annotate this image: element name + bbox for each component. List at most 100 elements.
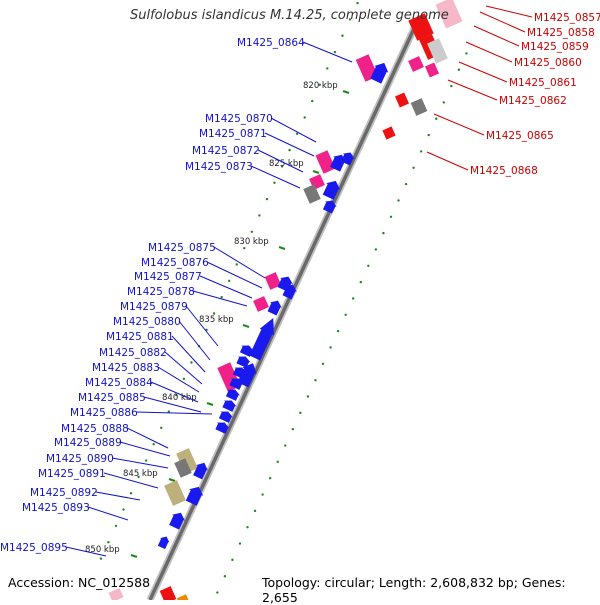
left-leader-line <box>143 396 202 413</box>
left-gene-label: M1425_0872 <box>192 145 260 157</box>
genome-backbone <box>148 19 420 600</box>
gc-dot <box>276 460 279 464</box>
gc-dot <box>223 575 227 578</box>
right-gene-label: M1425_0859 <box>521 41 589 53</box>
left-gene-label: M1425_0873 <box>185 161 253 173</box>
rna-feature <box>435 0 463 29</box>
gc-dot <box>299 411 302 415</box>
other-feature <box>174 458 192 478</box>
gc-dot <box>314 378 317 382</box>
pseudo-feature <box>164 480 186 506</box>
gc-dot <box>457 68 461 71</box>
left-leader-line <box>111 457 169 469</box>
left-gene-label: M1425_0885 <box>78 392 146 404</box>
cds-forward <box>239 345 255 357</box>
kbp-tick-mark <box>278 246 286 250</box>
right-gene-label: M1425_0862 <box>499 95 567 107</box>
kbp-tick-label: 845 kbp <box>123 469 158 479</box>
right-gene-label: M1425_0865 <box>486 130 554 142</box>
gc-dot <box>216 591 219 594</box>
gc-dot <box>144 459 148 462</box>
gc-dot <box>129 492 133 495</box>
rna-feature <box>264 272 282 290</box>
gc-dot <box>235 263 238 266</box>
gc-dot <box>167 410 170 413</box>
gc-dot <box>114 524 118 528</box>
right-leader-lines <box>426 5 533 171</box>
left-gene-label: M1425_0881 <box>106 331 174 343</box>
gc-dot <box>374 248 378 251</box>
other-feature <box>427 38 448 64</box>
gc-dot <box>250 230 254 234</box>
kbp-tick-label: 835 kbp <box>199 315 234 325</box>
left-leader-line <box>157 366 200 393</box>
gc-dot <box>238 542 242 545</box>
cds-forward <box>222 400 237 412</box>
left-labels: M1425_0864 M1425_0870 M1425_0871 M1425_0872… <box>0 37 305 554</box>
right-gene-label: M1425_0868 <box>470 165 538 177</box>
right-gene-label: M1425_0861 <box>509 77 577 89</box>
gc-dot <box>243 246 246 250</box>
right-gene-label: M1425_0857 <box>534 12 600 24</box>
gc-dot <box>367 264 370 267</box>
kbp-tick-mark <box>342 90 350 94</box>
gc-dot <box>295 132 299 135</box>
left-leader-line <box>264 132 315 157</box>
left-leader-line <box>103 472 159 489</box>
gc-dot <box>227 279 231 283</box>
left-leader-line <box>126 427 169 449</box>
gc-dot <box>288 148 291 152</box>
right-leader-line <box>485 5 533 18</box>
kbp-tick-label: 850 kbp <box>85 545 120 555</box>
left-leader-line <box>302 41 353 63</box>
gc-dot <box>318 83 321 86</box>
gc-dot <box>435 117 438 120</box>
left-leader-line <box>206 261 263 289</box>
cds-forward <box>330 154 346 172</box>
gc-dot <box>412 166 415 169</box>
kbp-tick-label: 820 kbp <box>303 81 338 91</box>
left-gene-label: M1425_0877 <box>134 271 202 283</box>
gc-dot <box>427 133 430 137</box>
pseudo-feature <box>176 448 198 474</box>
cds-forward <box>370 62 389 84</box>
gc-dot <box>280 165 284 168</box>
gc-dot <box>465 52 468 55</box>
other-feature <box>410 98 428 116</box>
right-leader-line <box>426 151 469 171</box>
gc-dot <box>359 280 362 284</box>
gc-dot <box>175 393 178 397</box>
gc-dot <box>356 1 359 5</box>
cds-forward <box>185 486 204 506</box>
left-gene-label: M1425_0893 <box>22 502 90 514</box>
kbp-tick-mark <box>206 402 214 406</box>
left-leader-line <box>164 351 203 385</box>
gc-dot <box>122 508 125 511</box>
gc-dot <box>107 541 110 544</box>
rna-feature <box>408 56 424 72</box>
left-leader-line <box>65 546 107 557</box>
left-gene-label: M1425_0883 <box>92 362 160 374</box>
accession-text: Accession: NC_012588 <box>8 575 151 590</box>
rna-feature <box>108 587 124 600</box>
left-leader-line <box>135 411 213 415</box>
left-leader-line <box>119 441 171 457</box>
gc-dot <box>382 231 385 235</box>
gc-dot <box>450 84 453 88</box>
gc-dot <box>268 476 272 480</box>
gc-dot <box>397 199 400 202</box>
gc-dot <box>404 182 408 186</box>
cds-forward <box>340 152 355 166</box>
cds-forward <box>282 284 297 300</box>
right-gene-label: M1425_0858 <box>527 27 595 39</box>
gc-dot <box>253 509 257 513</box>
cds-forward <box>215 422 230 434</box>
cds-forward <box>267 300 282 316</box>
gc-dot <box>352 297 355 300</box>
left-leader-line <box>199 275 253 299</box>
gc-dots-inner <box>99 1 359 560</box>
gene-features <box>108 0 463 600</box>
left-gene-label: M1425_0876 <box>141 257 209 269</box>
cds-reverse <box>394 92 410 108</box>
